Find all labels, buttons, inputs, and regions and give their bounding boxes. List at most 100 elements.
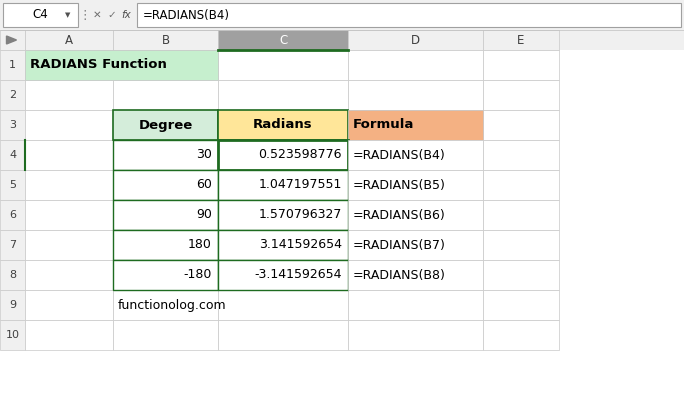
Bar	[483, 140, 559, 170]
Bar	[218, 200, 348, 230]
Text: 30: 30	[196, 148, 212, 162]
Text: B: B	[161, 34, 170, 46]
Bar	[0, 110, 25, 140]
Bar	[483, 30, 559, 50]
Bar	[25, 50, 113, 80]
Text: Formula: Formula	[353, 118, 415, 132]
Text: ▼: ▼	[65, 12, 70, 18]
Bar	[483, 50, 559, 80]
Text: ✓: ✓	[107, 10, 116, 20]
Bar	[218, 50, 348, 80]
Bar	[113, 170, 218, 200]
Bar	[348, 230, 483, 260]
Bar	[25, 30, 113, 50]
Text: 1.570796327: 1.570796327	[259, 208, 342, 222]
Bar	[348, 200, 483, 230]
Bar	[25, 230, 113, 260]
Text: =RADIANS(B8): =RADIANS(B8)	[353, 268, 446, 282]
Bar	[483, 110, 559, 140]
Bar	[348, 30, 483, 50]
Text: Degree: Degree	[138, 118, 193, 132]
Bar	[3, 3, 78, 27]
Bar	[25, 200, 113, 230]
Text: =RADIANS(B5): =RADIANS(B5)	[353, 178, 446, 192]
Text: -180: -180	[183, 268, 212, 282]
Bar	[113, 320, 218, 350]
Text: 4: 4	[9, 150, 16, 160]
Bar	[0, 80, 25, 110]
Bar	[113, 260, 218, 290]
Polygon shape	[7, 36, 16, 44]
Text: C: C	[279, 34, 287, 46]
Bar	[483, 80, 559, 110]
Bar	[0, 320, 25, 350]
Bar	[0, 30, 684, 50]
Text: E: E	[517, 34, 525, 46]
Text: functionolog.com: functionolog.com	[118, 298, 226, 312]
Bar	[348, 260, 483, 290]
Bar	[218, 200, 348, 230]
Bar	[483, 320, 559, 350]
Text: =RADIANS(B4): =RADIANS(B4)	[143, 8, 230, 22]
Bar	[348, 170, 483, 200]
Bar	[218, 110, 348, 140]
Bar	[113, 230, 218, 260]
Bar	[218, 260, 348, 290]
Text: 3: 3	[9, 120, 16, 130]
Bar	[348, 230, 483, 260]
Bar	[113, 110, 218, 140]
Bar	[348, 200, 483, 230]
Bar	[218, 170, 348, 200]
Bar	[113, 200, 218, 230]
Text: fx: fx	[121, 10, 131, 20]
Bar	[113, 200, 218, 230]
Bar	[0, 260, 25, 290]
Bar	[348, 320, 483, 350]
Text: 1: 1	[9, 60, 16, 70]
Bar	[113, 230, 218, 260]
Bar	[0, 230, 25, 260]
Text: C4: C4	[33, 8, 49, 22]
Bar	[218, 320, 348, 350]
Bar	[25, 50, 218, 80]
Text: 2: 2	[9, 90, 16, 100]
Bar	[25, 140, 113, 170]
Text: =RADIANS(B7): =RADIANS(B7)	[353, 238, 446, 252]
Text: 5: 5	[9, 180, 16, 190]
Bar	[25, 290, 113, 320]
Bar	[0, 170, 25, 200]
Bar	[113, 260, 218, 290]
Bar	[113, 140, 218, 170]
Text: =RADIANS(B4): =RADIANS(B4)	[353, 148, 446, 162]
Bar	[0, 290, 25, 320]
Bar	[0, 200, 25, 230]
Bar	[348, 140, 483, 170]
Text: 90: 90	[196, 208, 212, 222]
Bar	[0, 50, 25, 80]
Bar	[113, 170, 218, 200]
Bar	[113, 110, 218, 140]
Text: RADIANS Function: RADIANS Function	[30, 58, 167, 72]
Bar	[483, 260, 559, 290]
Bar	[483, 200, 559, 230]
Bar	[218, 260, 348, 290]
Bar	[0, 140, 25, 170]
Bar	[348, 260, 483, 290]
Bar	[218, 140, 348, 170]
Bar	[218, 290, 348, 320]
Bar	[25, 320, 113, 350]
Bar	[113, 290, 218, 320]
Bar	[348, 290, 483, 320]
Bar	[218, 230, 348, 260]
Bar	[113, 140, 218, 170]
Text: 10: 10	[5, 330, 20, 340]
Text: D: D	[411, 34, 420, 46]
Text: 180: 180	[188, 238, 212, 252]
Text: 8: 8	[9, 270, 16, 280]
Text: 60: 60	[196, 178, 212, 192]
Bar	[0, 30, 25, 50]
Text: -3.141592654: -3.141592654	[254, 268, 342, 282]
Text: 1.047197551: 1.047197551	[259, 178, 342, 192]
Bar	[348, 170, 483, 200]
Text: 0.523598776: 0.523598776	[259, 148, 342, 162]
